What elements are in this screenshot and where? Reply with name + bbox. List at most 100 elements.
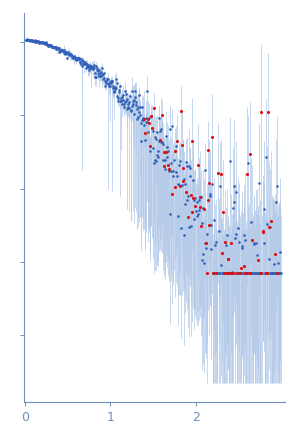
Point	[64, 49, 69, 56]
Point	[266, 256, 271, 263]
Point	[219, 170, 223, 177]
Point	[226, 255, 230, 262]
Point	[72, 54, 77, 61]
Point	[235, 270, 240, 277]
Point	[202, 239, 207, 246]
Point	[139, 119, 143, 126]
Point	[112, 83, 117, 90]
Point	[81, 58, 86, 65]
Point	[163, 156, 167, 163]
Point	[163, 166, 168, 173]
Point	[225, 256, 230, 263]
Point	[74, 56, 79, 63]
Point	[96, 68, 101, 75]
Point	[66, 50, 71, 57]
Point	[172, 147, 177, 154]
Point	[121, 91, 125, 98]
Point	[179, 225, 183, 232]
Point	[31, 37, 35, 44]
Point	[275, 182, 279, 189]
Point	[115, 80, 120, 87]
Point	[60, 47, 65, 54]
Point	[264, 270, 269, 277]
Point	[54, 45, 59, 52]
Point	[243, 270, 248, 277]
Point	[148, 148, 153, 155]
Point	[168, 211, 172, 218]
Point	[165, 143, 170, 150]
Point	[106, 80, 111, 87]
Point	[239, 265, 243, 272]
Point	[251, 270, 256, 277]
Point	[255, 270, 260, 277]
Point	[273, 270, 278, 277]
Point	[29, 36, 33, 43]
Point	[211, 270, 216, 277]
Point	[43, 39, 48, 46]
Point	[243, 237, 248, 244]
Point	[216, 270, 221, 277]
Point	[211, 270, 215, 277]
Point	[171, 172, 175, 179]
Point	[271, 261, 276, 268]
Point	[256, 257, 261, 264]
Point	[164, 153, 169, 160]
Point	[43, 40, 47, 47]
Point	[89, 62, 93, 69]
Point	[28, 38, 33, 45]
Point	[274, 198, 279, 205]
Point	[229, 239, 234, 246]
Point	[198, 194, 203, 201]
Point	[88, 65, 93, 72]
Point	[111, 87, 116, 94]
Point	[26, 36, 31, 43]
Point	[199, 256, 204, 263]
Point	[149, 112, 154, 119]
Point	[157, 137, 162, 144]
Point	[166, 167, 171, 174]
Point	[126, 101, 130, 108]
Point	[169, 168, 174, 175]
Point	[101, 75, 106, 82]
Point	[138, 137, 143, 144]
Point	[76, 55, 80, 62]
Point	[39, 39, 44, 46]
Point	[151, 104, 156, 111]
Point	[82, 60, 87, 67]
Point	[135, 104, 140, 111]
Point	[91, 61, 96, 68]
Point	[106, 80, 110, 87]
Point	[157, 138, 161, 145]
Point	[175, 172, 179, 179]
Point	[47, 42, 51, 49]
Point	[219, 270, 224, 277]
Point	[233, 270, 238, 277]
Point	[178, 182, 183, 189]
Point	[145, 87, 149, 94]
Point	[187, 163, 192, 170]
Point	[188, 165, 192, 172]
Point	[207, 222, 212, 229]
Point	[196, 206, 201, 213]
Point	[114, 93, 119, 100]
Point	[185, 162, 190, 169]
Point	[119, 94, 124, 101]
Point	[31, 37, 36, 44]
Point	[156, 153, 161, 160]
Point	[192, 216, 196, 223]
Point	[90, 65, 94, 72]
Point	[202, 260, 207, 267]
Point	[48, 42, 53, 49]
Point	[273, 250, 277, 257]
Point	[54, 45, 59, 52]
Point	[204, 270, 209, 277]
Point	[102, 70, 107, 77]
Point	[259, 108, 263, 115]
Point	[38, 38, 43, 45]
Point	[65, 49, 70, 55]
Point	[228, 270, 233, 277]
Point	[172, 156, 176, 163]
Point	[250, 270, 255, 277]
Point	[101, 71, 105, 78]
Point	[196, 211, 201, 218]
